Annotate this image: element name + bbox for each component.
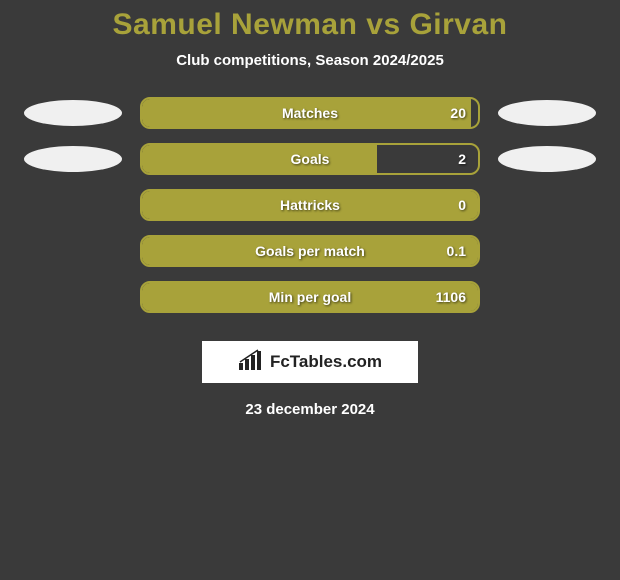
right-ellipse: [498, 100, 596, 126]
left-ellipse: [24, 100, 122, 126]
page-title: Samuel Newman vs Girvan: [0, 8, 620, 42]
date-text: 23 december 2024: [0, 401, 620, 418]
stat-label: Matches: [282, 105, 338, 121]
right-ellipse: [498, 146, 596, 172]
stat-value: 2: [458, 151, 466, 167]
stat-bar: Hattricks 0: [140, 189, 480, 221]
stat-label: Goals per match: [255, 243, 365, 259]
left-ellipse-placeholder: [24, 238, 122, 264]
stat-label: Goals: [291, 151, 330, 167]
stat-value: 1106: [436, 289, 466, 305]
stat-value: 0.1: [447, 243, 466, 259]
stat-value: 0: [458, 197, 466, 213]
stat-bar-fill: [142, 145, 377, 173]
stat-bar: Goals 2: [140, 143, 480, 175]
stat-bar: Min per goal 1106: [140, 281, 480, 313]
stat-row: Goals per match 0.1: [0, 235, 620, 267]
right-ellipse-placeholder: [498, 284, 596, 310]
stat-label: Hattricks: [280, 197, 340, 213]
left-ellipse-placeholder: [24, 284, 122, 310]
stat-rows: Matches 20 Goals 2 Hattricks 0 Goals per match…: [0, 97, 620, 313]
stat-bar: Matches 20: [140, 97, 480, 129]
stat-row: Goals 2: [0, 143, 620, 175]
right-ellipse-placeholder: [498, 238, 596, 264]
logo-chart-icon: [238, 349, 264, 376]
stat-value: 20: [450, 105, 466, 121]
left-ellipse-placeholder: [24, 192, 122, 218]
subtitle: Club competitions, Season 2024/2025: [0, 52, 620, 69]
stat-row: Matches 20: [0, 97, 620, 129]
comparison-card: Samuel Newman vs Girvan Club competition…: [0, 0, 620, 418]
stat-row: Min per goal 1106: [0, 281, 620, 313]
stat-row: Hattricks 0: [0, 189, 620, 221]
logo-box: FcTables.com: [202, 341, 418, 383]
stat-bar: Goals per match 0.1: [140, 235, 480, 267]
left-ellipse: [24, 146, 122, 172]
logo-text: FcTables.com: [270, 352, 382, 372]
right-ellipse-placeholder: [498, 192, 596, 218]
stat-label: Min per goal: [269, 289, 351, 305]
